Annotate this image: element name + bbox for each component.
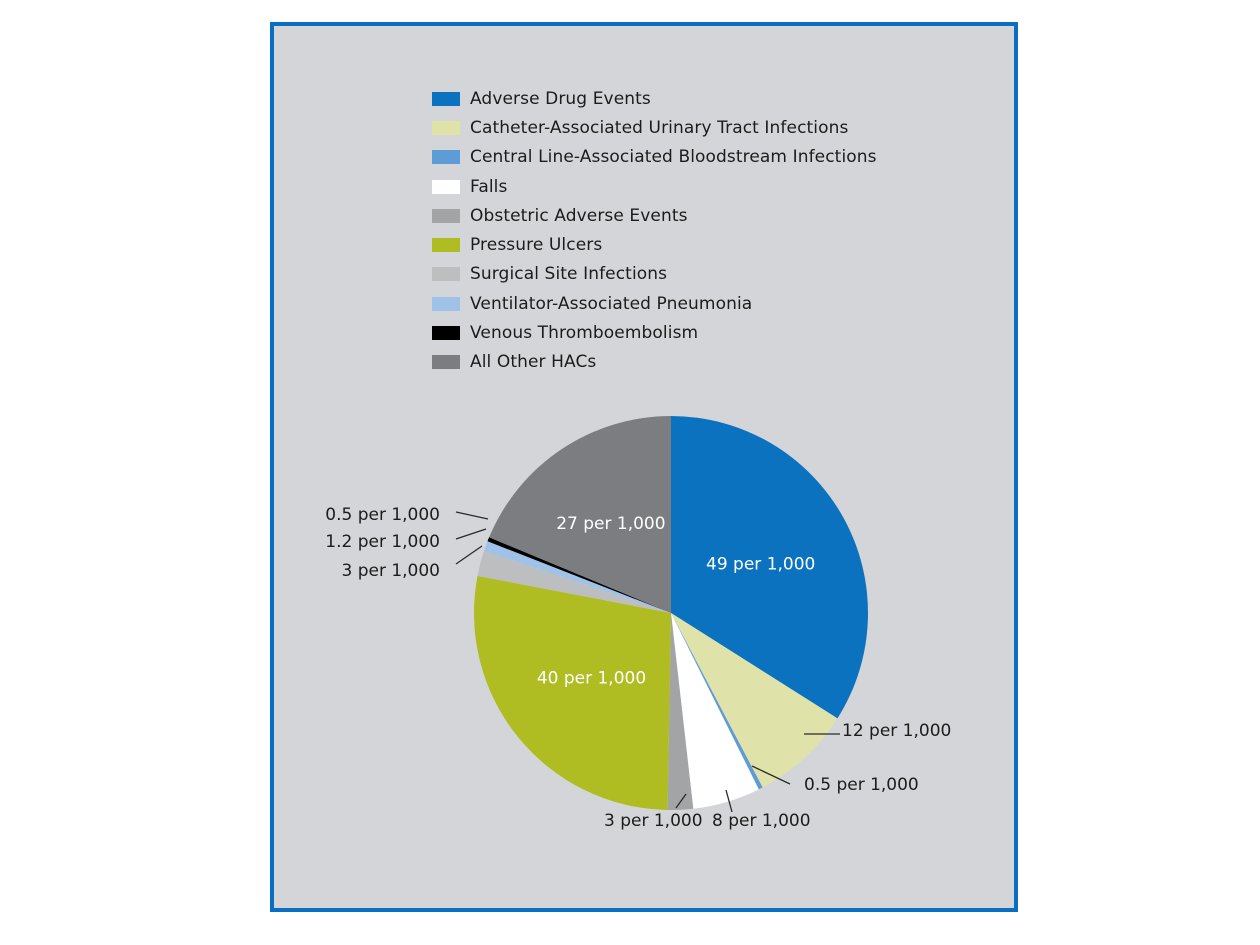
legend-label: All Other HACs — [470, 352, 597, 373]
leader-lines — [455, 511, 840, 813]
slice-label-central-line-associated-bloodstream-infections: 0.5 per 1,000 — [804, 775, 919, 795]
slice-label-all-other-hacs: 27 per 1,000 — [556, 514, 665, 534]
legend-item-adverse-drug-events: Adverse Drug Events — [432, 84, 877, 113]
legend-label: Pressure Ulcers — [470, 235, 603, 256]
slice-pressure-ulcers — [474, 575, 671, 810]
legend-item-venous-thromboembolism: Venous Thromboembolism — [432, 318, 877, 347]
legend-item-central-line-associated-bloodstream-infections: Central Line-Associated Bloodstream Infe… — [432, 143, 877, 172]
legend-label: Adverse Drug Events — [470, 88, 651, 109]
slice-catheter-associated-urinary-tract-infections — [671, 613, 838, 788]
legend-swatch — [432, 296, 460, 311]
legend-swatch — [432, 179, 460, 194]
legend-swatch — [432, 120, 460, 135]
legend-label: Central Line-Associated Bloodstream Infe… — [470, 147, 877, 168]
slice-label-obstetric-adverse-events: 3 per 1,000 — [604, 811, 703, 831]
leader-line-central-line-associated-bloodstream-infections — [751, 765, 791, 785]
leader-line-venous-thromboembolism — [455, 511, 489, 520]
slice-central-line-associated-bloodstream-infections — [671, 613, 763, 790]
legend-label: Venous Thromboembolism — [470, 323, 699, 344]
slice-adverse-drug-events — [671, 416, 868, 719]
leader-line-ventilator-associated-pneumonia — [455, 528, 487, 540]
legend-label: Catheter-Associated Urinary Tract Infect… — [470, 117, 849, 138]
pie-slices — [474, 416, 868, 811]
slice-label-catheter-associated-urinary-tract-infections: 12 per 1,000 — [842, 721, 951, 741]
slice-label-falls: 8 per 1,000 — [712, 811, 811, 831]
legend-swatch — [432, 326, 460, 341]
legend-swatch — [432, 355, 460, 370]
legend-swatch — [432, 267, 460, 282]
slice-falls — [671, 613, 759, 809]
legend-swatch — [432, 150, 460, 165]
leader-line-falls — [725, 789, 733, 813]
slice-label-ventilator-associated-pneumonia: 1.2 per 1,000 — [325, 532, 440, 552]
pie-chart: 49 per 1,000 12 per 1,000 0.5 per 1,000 8 p… — [325, 416, 951, 831]
legend-swatch — [432, 208, 460, 223]
legend-item-all-other-hacs: All Other HACs — [432, 348, 877, 377]
chart-panel: 49 per 1,000 12 per 1,000 0.5 per 1,000 8 p… — [270, 22, 1018, 912]
legend-label: Ventilator-Associated Pneumonia — [470, 293, 753, 314]
legend-item-pressure-ulcers: Pressure Ulcers — [432, 230, 877, 259]
slice-label-pressure-ulcers: 40 per 1,000 — [537, 669, 646, 689]
legend-item-ventilator-associated-pneumonia: Ventilator-Associated Pneumonia — [432, 289, 877, 318]
slice-obstetric-adverse-events — [667, 613, 694, 811]
slice-label-surgical-site-infections: 3 per 1,000 — [341, 561, 440, 581]
legend-item-surgical-site-infections: Surgical Site Infections — [432, 260, 877, 289]
leader-line-surgical-site-infections — [455, 545, 483, 565]
slice-surgical-site-infections — [477, 550, 671, 613]
legend-label: Falls — [470, 176, 508, 197]
legend-swatch — [432, 238, 460, 253]
slice-labels: 49 per 1,000 12 per 1,000 0.5 per 1,000 8 p… — [325, 505, 951, 831]
slice-ventilator-associated-pneumonia — [484, 541, 671, 613]
chart-legend: Adverse Drug Events Catheter-Associated U… — [432, 84, 877, 377]
legend-item-obstetric-adverse-events: Obstetric Adverse Events — [432, 201, 877, 230]
slice-all-other-hacs — [489, 416, 671, 613]
slice-label-venous-thromboembolism: 0.5 per 1,000 — [325, 505, 440, 525]
slice-label-adverse-drug-events: 49 per 1,000 — [706, 555, 815, 575]
legend-label: Obstetric Adverse Events — [470, 205, 688, 226]
legend-item-catheter-associated-urinary-tract-infections: Catheter-Associated Urinary Tract Infect… — [432, 113, 877, 142]
legend-swatch — [432, 91, 460, 106]
leader-line-obstetric-adverse-events — [675, 793, 687, 809]
legend-item-falls: Falls — [432, 172, 877, 201]
legend-label: Surgical Site Infections — [470, 264, 668, 285]
slice-venous-thromboembolism — [487, 537, 671, 613]
